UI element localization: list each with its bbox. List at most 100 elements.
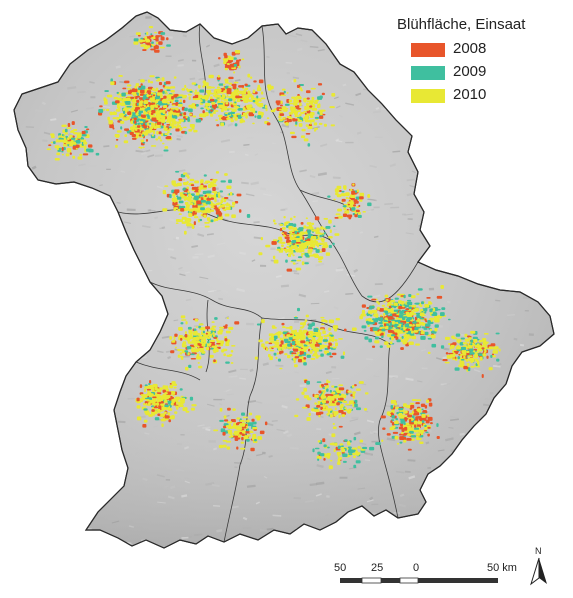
flower-strip-point [362, 210, 366, 213]
flower-strip-point [115, 138, 119, 141]
flower-strip-point [216, 94, 221, 98]
flower-strip-point [358, 381, 364, 384]
flower-strip-point [218, 57, 221, 60]
flower-strip-point [122, 87, 127, 90]
flower-strip-point [164, 407, 169, 410]
flower-strip-point [467, 363, 470, 367]
flower-strip-point [288, 99, 293, 103]
flower-strip-point [224, 67, 229, 71]
flower-strip-point [359, 192, 365, 197]
flower-strip-point [120, 120, 125, 124]
flower-strip-point [294, 332, 300, 336]
flower-strip-point [352, 393, 356, 397]
flower-strip-point [246, 98, 250, 102]
flower-strip-point [181, 96, 187, 99]
flower-strip-point [419, 304, 423, 307]
flower-strip-point [322, 243, 328, 247]
flower-strip-point [198, 194, 204, 197]
flower-strip-point [233, 63, 238, 67]
flower-strip-point [326, 398, 330, 401]
flower-strip-point [166, 44, 171, 47]
flower-strip-point [386, 344, 391, 348]
flower-strip-point [151, 110, 156, 114]
flower-strip-point [167, 98, 172, 102]
flower-strip-point [361, 309, 366, 314]
flower-strip-point [222, 431, 226, 436]
flower-strip-point [261, 319, 265, 324]
flower-strip-point [413, 420, 418, 425]
flower-strip-point [121, 92, 126, 97]
flower-strip-point [144, 112, 148, 115]
flower-strip-point [151, 122, 154, 125]
flower-strip-point [341, 190, 345, 193]
flower-strip-point [209, 354, 214, 358]
flower-strip-point [216, 90, 221, 94]
flower-strip-point [244, 420, 249, 422]
flower-strip-point [225, 361, 230, 364]
flower-strip-point [223, 58, 229, 62]
flower-strip-point [322, 330, 326, 334]
flower-strip-point [61, 147, 64, 151]
flower-strip-point [427, 351, 431, 355]
flower-strip-point [460, 337, 465, 340]
flower-strip-point [103, 97, 107, 102]
flower-strip-point [217, 74, 220, 78]
flower-strip-point [285, 122, 289, 126]
flower-strip-point [120, 126, 123, 130]
flower-strip-point [244, 435, 249, 439]
flower-strip-point [319, 453, 325, 457]
flower-strip-point [359, 200, 363, 202]
flower-strip-point [235, 113, 241, 115]
flower-strip-point [241, 58, 245, 61]
flower-strip-point [230, 362, 234, 364]
flower-strip-point [280, 247, 283, 251]
flower-strip-point [243, 89, 246, 93]
flower-strip-point [215, 171, 220, 174]
flower-strip-point [171, 381, 176, 385]
flower-strip-point [294, 414, 299, 418]
flower-strip-point [282, 326, 286, 329]
flower-strip-point [405, 410, 408, 414]
flower-strip-point [158, 405, 162, 409]
flower-strip-point [329, 106, 335, 109]
flower-strip-point [95, 152, 100, 156]
flower-strip-point [164, 399, 168, 403]
flower-strip-point [269, 356, 273, 361]
flower-strip-point [151, 117, 157, 122]
flower-strip-point [389, 300, 394, 303]
flower-strip-point [220, 100, 223, 104]
flower-strip-point [316, 381, 322, 383]
flower-strip-point [178, 200, 184, 204]
flower-strip-point [200, 207, 205, 211]
flower-strip-point [145, 39, 151, 43]
flower-strip-point [400, 431, 404, 435]
flower-strip-point [147, 86, 153, 90]
flower-strip-point [132, 137, 137, 140]
flower-strip-point [355, 209, 360, 213]
flower-strip-point [462, 342, 468, 345]
flower-strip-point [206, 217, 211, 221]
legend-label: 2009 [453, 63, 487, 80]
flower-strip-point [401, 316, 406, 320]
flower-strip-point [223, 415, 227, 419]
flower-strip-point [317, 83, 323, 86]
flower-strip-point [232, 435, 239, 438]
flower-strip-point [304, 119, 309, 123]
flower-strip-point [163, 411, 167, 415]
flower-strip-point [207, 107, 210, 111]
flower-strip-point [293, 223, 297, 227]
flower-strip-point [332, 242, 335, 246]
flower-strip-point [146, 93, 149, 98]
flower-strip-point [200, 341, 204, 344]
flower-strip-point [198, 323, 204, 326]
flower-strip-point [187, 346, 190, 350]
flower-strip-point [88, 148, 94, 153]
flower-strip-point [236, 193, 242, 197]
flower-strip-point [241, 84, 245, 88]
flower-strip-point [310, 235, 317, 240]
flower-strip-point [281, 226, 286, 230]
flower-strip-point [234, 425, 240, 430]
flower-strip-point [180, 315, 186, 319]
flower-strip-point [294, 356, 300, 359]
flower-strip-point [187, 176, 190, 179]
